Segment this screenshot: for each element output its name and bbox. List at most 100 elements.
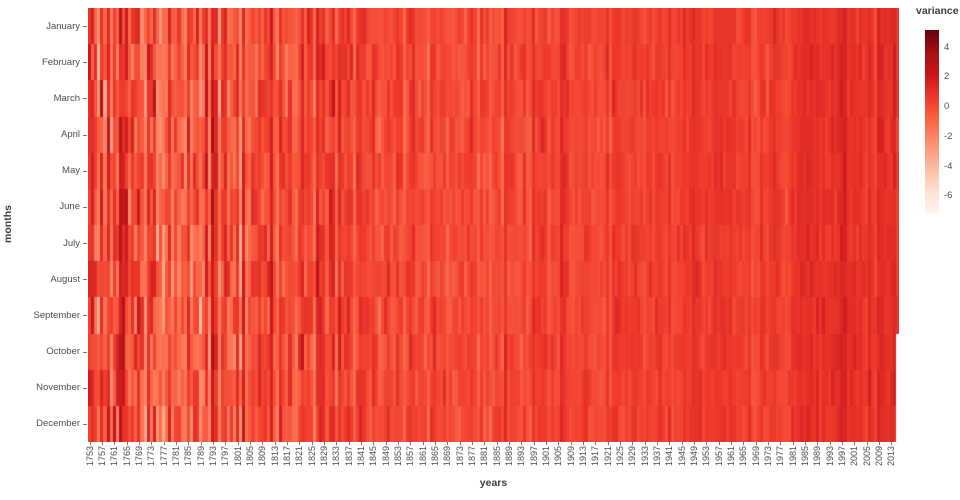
x-tick-mark xyxy=(262,442,264,445)
x-tick-label: 1993 xyxy=(824,446,835,467)
y-tick-label: July xyxy=(63,237,80,249)
x-tick-label: 1865 xyxy=(429,446,440,467)
x-tick-mark xyxy=(101,442,103,445)
x-tick-mark xyxy=(299,442,301,445)
x-tick-mark xyxy=(718,442,720,445)
colorbar-tick-label: -2 xyxy=(944,130,953,142)
x-tick-label: 1997 xyxy=(836,446,847,467)
y-tick-mark xyxy=(83,134,87,136)
x-tick-label: 1929 xyxy=(627,446,638,467)
y-tick-mark xyxy=(83,423,87,425)
x-tick-mark xyxy=(792,442,794,445)
x-tick-mark xyxy=(348,442,350,445)
x-tick-label: 1901 xyxy=(540,446,551,467)
x-tick-mark xyxy=(780,442,782,445)
x-tick-label: 1933 xyxy=(639,446,650,467)
x-tick-mark xyxy=(866,442,868,445)
x-tick-mark xyxy=(237,442,239,445)
x-tick-mark xyxy=(385,442,387,445)
x-tick-label: 2009 xyxy=(873,446,884,467)
x-tick-mark xyxy=(89,442,91,445)
x-tick-label: 1945 xyxy=(676,446,687,467)
x-tick-mark xyxy=(632,442,634,445)
x-tick-label: 1853 xyxy=(392,446,403,467)
x-tick-label: 1953 xyxy=(701,446,712,467)
x-tick-mark xyxy=(447,442,449,445)
x-tick-mark xyxy=(829,442,831,445)
colorbar-tick-label: 4 xyxy=(944,41,950,53)
y-tick-label: October xyxy=(46,346,80,358)
y-tick-mark xyxy=(83,387,87,389)
x-tick-label: 1949 xyxy=(688,446,699,467)
colorbar-tick-label: -6 xyxy=(944,190,953,202)
x-tick-mark xyxy=(693,442,695,445)
x-tick-mark xyxy=(706,442,708,445)
x-tick-label: 1897 xyxy=(528,446,539,467)
y-tick-mark xyxy=(83,206,87,208)
x-tick-mark xyxy=(644,442,646,445)
x-tick-label: 1845 xyxy=(368,446,379,467)
x-tick-label: 1889 xyxy=(503,446,514,467)
colorbar-tick-label: 2 xyxy=(944,71,950,83)
x-tick-label: 1921 xyxy=(602,446,613,467)
x-tick-mark xyxy=(336,442,338,445)
y-tick-label: February xyxy=(41,56,80,68)
y-tick-mark xyxy=(83,62,87,64)
x-tick-label: 2013 xyxy=(886,446,897,467)
x-tick-label: 1905 xyxy=(553,446,564,467)
x-tick-mark xyxy=(878,442,880,445)
x-tick-label: 1765 xyxy=(121,446,132,467)
heatmap-canvas xyxy=(88,8,899,442)
x-tick-label: 1809 xyxy=(257,446,268,467)
y-tick-label: August xyxy=(50,273,80,285)
x-tick-mark xyxy=(311,442,313,445)
y-tick-mark xyxy=(83,26,87,28)
x-tick-label: 1841 xyxy=(355,446,366,467)
x-tick-label: 1941 xyxy=(664,446,675,467)
x-tick-mark xyxy=(854,442,856,445)
x-tick-mark xyxy=(681,442,683,445)
x-tick-label: 1877 xyxy=(466,446,477,467)
colorbar-title: variance xyxy=(916,5,959,17)
x-tick-mark xyxy=(151,442,153,445)
x-tick-mark xyxy=(607,442,609,445)
x-tick-mark xyxy=(755,442,757,445)
y-tick-label: November xyxy=(36,382,80,394)
y-tick-mark xyxy=(83,351,87,353)
x-tick-label: 1849 xyxy=(380,446,391,467)
colorbar-tick-label: -4 xyxy=(944,160,953,172)
x-tick-mark xyxy=(767,442,769,445)
y-tick-mark xyxy=(83,315,87,317)
colorbar-gradient xyxy=(925,30,939,214)
x-tick-label: 1857 xyxy=(405,446,416,467)
y-tick-mark xyxy=(83,243,87,245)
x-tick-label: 1909 xyxy=(565,446,576,467)
x-tick-label: 1989 xyxy=(812,446,823,467)
x-tick-mark xyxy=(545,442,547,445)
y-tick-label: December xyxy=(36,418,80,430)
x-tick-mark xyxy=(459,442,461,445)
x-tick-mark xyxy=(730,442,732,445)
x-tick-mark xyxy=(200,442,202,445)
x-tick-mark xyxy=(817,442,819,445)
x-tick-label: 1957 xyxy=(713,446,724,467)
x-tick-mark xyxy=(188,442,190,445)
x-tick-mark xyxy=(163,442,165,445)
x-tick-label: 1801 xyxy=(232,446,243,467)
x-tick-mark xyxy=(138,442,140,445)
y-tick-label: May xyxy=(62,165,80,177)
x-tick-mark xyxy=(496,442,498,445)
x-tick-label: 1773 xyxy=(146,446,157,467)
y-tick-mark xyxy=(83,279,87,281)
x-tick-label: 1913 xyxy=(577,446,588,467)
colorbar-tick-label: 0 xyxy=(944,101,950,113)
x-tick-label: 1885 xyxy=(491,446,502,467)
x-tick-label: 1981 xyxy=(787,446,798,467)
x-tick-mark xyxy=(484,442,486,445)
x-tick-mark xyxy=(410,442,412,445)
x-tick-mark xyxy=(175,442,177,445)
x-tick-mark xyxy=(619,442,621,445)
x-tick-mark xyxy=(804,442,806,445)
y-tick-mark xyxy=(83,170,87,172)
